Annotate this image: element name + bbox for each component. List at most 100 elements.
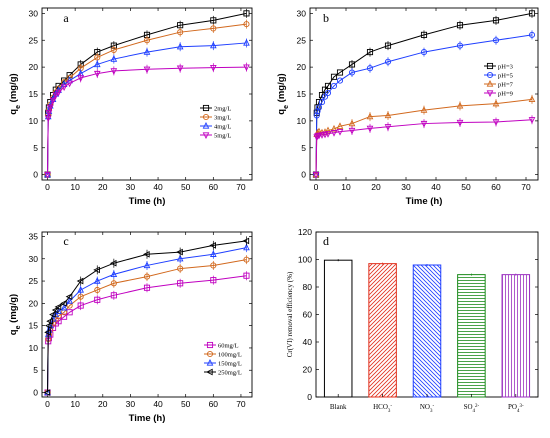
y-tick-label: 0	[301, 170, 306, 180]
x-axis-label: Time (h)	[129, 196, 166, 207]
series-4: pH=9	[312, 90, 536, 179]
y-tick-label: 25	[29, 35, 39, 45]
legend-marker	[202, 104, 210, 112]
series-2: 3mg/L	[44, 19, 250, 178]
x-tick-label: 20	[98, 182, 108, 192]
x-tick-label-main: NO	[420, 403, 430, 411]
legend-label: 2mg/L	[214, 105, 231, 112]
data-point	[60, 303, 68, 311]
panel-label: a	[63, 11, 69, 25]
y-tick-label: 120	[298, 227, 312, 237]
legend-marker	[206, 358, 214, 366]
panel-a: 0 10 20 30 40 50 60 70 0 5 10 15 20 25 30 Time (h) qe (m…	[8, 7, 253, 207]
y-tick-label: 0	[307, 392, 312, 402]
x-tick-label: 40	[153, 182, 163, 192]
data-point	[46, 317, 53, 325]
data-point	[209, 242, 216, 249]
y-axis-label: Cr(VI) removal efficiency (%)	[286, 271, 294, 357]
y-tick-label: 80	[303, 282, 313, 292]
x-tick-label: 70	[521, 182, 531, 192]
legend-marker	[202, 113, 210, 121]
y-axis-label-main: q	[8, 109, 19, 115]
y-tick-label: 10	[29, 116, 39, 126]
data-point	[60, 300, 67, 307]
data-point	[54, 303, 62, 311]
y-tick-label: 5	[33, 143, 38, 153]
data-point	[55, 307, 62, 315]
legend-label: pH=9	[498, 90, 513, 97]
panel-b: 0 10 20 30 40 50 60 70 0 5 10 15 20 25 30 Time (h) qe (m…	[276, 7, 539, 207]
bar-HCO3-	[368, 263, 397, 398]
legend-marker	[486, 90, 494, 98]
data-point	[312, 171, 320, 179]
data-point	[176, 248, 183, 256]
data-point	[55, 89, 62, 97]
x-tick-label: 50	[181, 182, 191, 192]
data-point	[109, 259, 117, 267]
data-point	[242, 237, 250, 245]
legend-marker	[486, 79, 494, 87]
x-tick-label: SO42-	[464, 403, 480, 414]
data-point	[314, 108, 321, 115]
x-tick-label: 30	[126, 399, 136, 409]
data-point	[315, 132, 323, 140]
y-tick-label: 30	[297, 8, 307, 18]
x-tick-label-sup: 3-	[519, 404, 524, 409]
data-point	[313, 112, 320, 119]
data-point	[76, 277, 84, 285]
series-2: pH=5	[312, 30, 536, 178]
data-point	[66, 80, 73, 88]
x-tick-label: 10	[341, 182, 351, 192]
y-tick-label: 20	[29, 62, 39, 72]
data-point	[330, 82, 338, 89]
data-point	[142, 250, 150, 258]
legend-label: pH=7	[498, 81, 514, 88]
x-tick-label: NO3-	[420, 403, 435, 414]
legend-label: 250mg/L	[218, 369, 242, 376]
x-tick-label: 0	[314, 182, 319, 192]
data-point	[321, 131, 329, 139]
data-point	[61, 313, 68, 320]
x-axis-label: Time (h)	[406, 196, 443, 207]
legend-label: 5mg/L	[214, 132, 231, 139]
series-line	[315, 34, 533, 175]
x-tick-label-sup: 2-	[475, 404, 480, 409]
data-point	[315, 104, 323, 111]
x-tick-label: 60	[209, 399, 219, 409]
legend-label: pH=3	[498, 63, 513, 70]
y-tick-label: 30	[29, 8, 39, 18]
y-tick-label: 15	[297, 89, 307, 99]
x-tick-label-sup: -	[390, 404, 392, 409]
y-tick-label: 30	[29, 254, 39, 264]
x-tick-label: 10	[70, 182, 80, 192]
data-point	[65, 293, 73, 300]
panel-label: c	[63, 234, 68, 248]
panel-label: b	[323, 11, 329, 25]
data-point	[55, 85, 62, 92]
data-point	[324, 82, 332, 89]
x-tick-label-main: HCO	[373, 403, 388, 411]
data-point	[66, 297, 73, 304]
data-point	[330, 73, 338, 80]
panel-d: 0 20 40 60 80 100 120 Cr(VI) removal efficiency…	[286, 227, 539, 414]
bar-NO3-	[412, 264, 442, 398]
y-axis-label: qe (mg/g)	[8, 294, 22, 335]
legend-marker	[202, 132, 210, 140]
bar-SO42-	[457, 274, 486, 398]
data-point	[336, 77, 344, 84]
x-tick-label-sub: 3	[388, 409, 391, 414]
x-tick-label: 60	[209, 182, 219, 192]
legend-marker	[486, 71, 494, 79]
y-axis-label-main: q	[276, 109, 287, 115]
data-point	[93, 266, 100, 274]
y-axis-label: qe (mg/g)	[8, 73, 22, 114]
panel-c: 0 10 20 30 40 50 60 70 0 5 10 15 20 25 30 35 Time (h) qe …	[8, 231, 253, 424]
data-point	[46, 104, 54, 112]
legend-marker	[206, 341, 214, 349]
y-tick-label: 10	[29, 343, 39, 353]
data-point	[44, 171, 51, 179]
y-axis-label: qe (mg/g)	[276, 73, 290, 114]
series-line	[315, 119, 533, 175]
data-point	[60, 84, 68, 92]
x-axis-label: Time (h)	[129, 413, 166, 424]
